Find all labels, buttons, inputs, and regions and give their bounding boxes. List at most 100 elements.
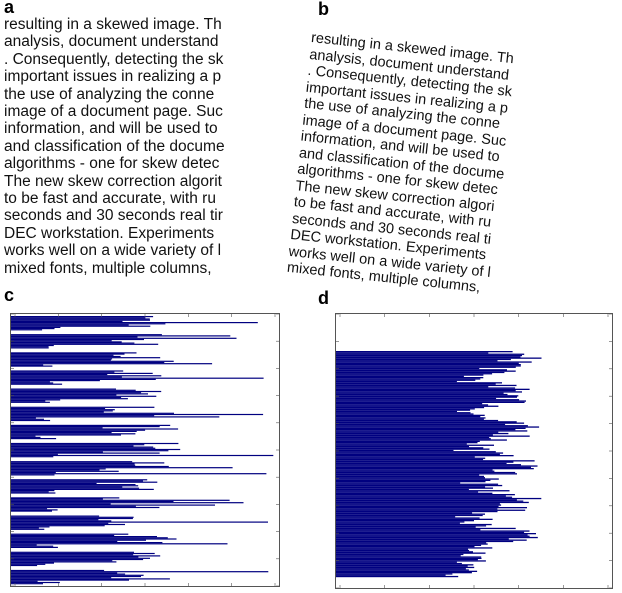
profile-bar: [336, 390, 516, 392]
profile-bar: [336, 460, 535, 462]
text-a-line: and classification of the docume: [4, 137, 225, 155]
profile-bar: [11, 334, 162, 336]
profile-bar: [336, 462, 507, 465]
profile-bar: [11, 388, 116, 390]
profile-bar: [336, 551, 473, 553]
profile-bar: [336, 572, 472, 574]
profile-bar: [336, 375, 464, 377]
profile-bar: [336, 533, 536, 535]
profile-bar: [336, 387, 516, 389]
text-a-line: image of a document page. Suc: [4, 103, 223, 121]
profile-bar: [11, 357, 161, 359]
profile-bar: [336, 397, 497, 400]
text-a-line: information, and will be used to: [4, 120, 218, 138]
text-a-line: the use of analyzing the conne: [4, 85, 215, 103]
profile-bar: [11, 469, 100, 471]
profile-bar: [336, 366, 516, 368]
profile-bar: [11, 364, 44, 366]
profile-bar: [11, 536, 157, 538]
profile-bar: [11, 365, 53, 367]
profile-bar: [336, 513, 485, 515]
profile-bar: [11, 526, 50, 528]
text-a-line: seconds and 30 seconds real tir: [4, 207, 223, 225]
profile-bar: [336, 569, 469, 571]
text-a-line: analysis, document understand: [4, 33, 219, 51]
profile-bar: [11, 560, 113, 562]
profile-bar: [336, 494, 515, 496]
profile-bar: [11, 336, 138, 338]
profile-bar: [336, 365, 521, 367]
profile-bar: [11, 558, 144, 561]
profile-bar: [336, 512, 473, 514]
profile-bar: [11, 534, 115, 536]
profile-bar: [336, 536, 538, 539]
profile-bar: [11, 527, 39, 529]
profile-bar: [336, 568, 466, 570]
profile-bar: [336, 378, 481, 380]
profile-bar: [11, 447, 156, 449]
profile-bar: [336, 470, 495, 472]
profile-bar: [11, 571, 269, 573]
profile-bar: [11, 352, 137, 354]
profile-bar: [336, 478, 499, 480]
profile-bar: [336, 490, 510, 492]
profile-bar: [11, 342, 135, 344]
projection-profile-straight: [10, 313, 280, 587]
profile-bar: [11, 456, 54, 458]
profile-bar: [11, 537, 168, 539]
profile-bar: [11, 341, 122, 343]
profile-bar: [336, 561, 457, 563]
profile-bar: [11, 374, 108, 376]
profile-bar: [11, 519, 99, 521]
profile-bar: [336, 529, 481, 531]
profile-bar: [336, 425, 528, 427]
profile-bar: [336, 497, 542, 500]
profile-bar: [11, 429, 146, 431]
profile-bar: [11, 354, 114, 356]
profile-bar: [11, 468, 106, 470]
profile-bar: [11, 581, 60, 584]
profile-bar: [11, 479, 148, 481]
profile-bar: [336, 417, 486, 419]
profile-bar: [336, 404, 489, 406]
profile-bar: [336, 539, 527, 541]
profile-bar: [11, 498, 103, 500]
profile-bar: [336, 354, 522, 357]
profile-bar: [336, 468, 534, 470]
profile-bar: [336, 440, 480, 442]
profile-bar: [11, 522, 109, 524]
profile-bar: [11, 502, 244, 504]
profile-bar: [336, 526, 476, 528]
profile-bar: [336, 436, 490, 439]
profile-bar: [336, 477, 485, 479]
profile-bar: [336, 393, 508, 396]
profile-bar: [11, 316, 154, 318]
profile-bar: [11, 520, 112, 522]
profile-bar: [11, 454, 274, 457]
profile-bar: [336, 370, 516, 372]
profile-bar: [336, 499, 517, 501]
profile-bar: [11, 452, 160, 454]
profile-bar: [11, 438, 57, 440]
profile-bar: [336, 500, 524, 502]
profile-bar: [11, 505, 136, 507]
profile-bar: [11, 427, 103, 429]
profile-bar: [11, 480, 143, 482]
profile-bar: [336, 396, 517, 398]
profile-bar: [11, 563, 46, 565]
profile-bar: [11, 358, 113, 360]
profile-bar: [336, 473, 517, 475]
profile-bar: [11, 446, 154, 448]
profile-bar: [11, 544, 37, 546]
profile-bar: [11, 398, 128, 400]
profile-bar: [11, 506, 160, 509]
profile-bar: [11, 394, 117, 396]
profile-bar: [336, 573, 453, 575]
profile-bar: [11, 340, 112, 342]
profile-bar: [11, 465, 169, 468]
profile-bar: [336, 447, 484, 449]
profile-bar: [11, 482, 97, 484]
profile-bar: [336, 371, 505, 374]
profile-bar: [336, 481, 486, 483]
profile-bar: [11, 396, 122, 399]
